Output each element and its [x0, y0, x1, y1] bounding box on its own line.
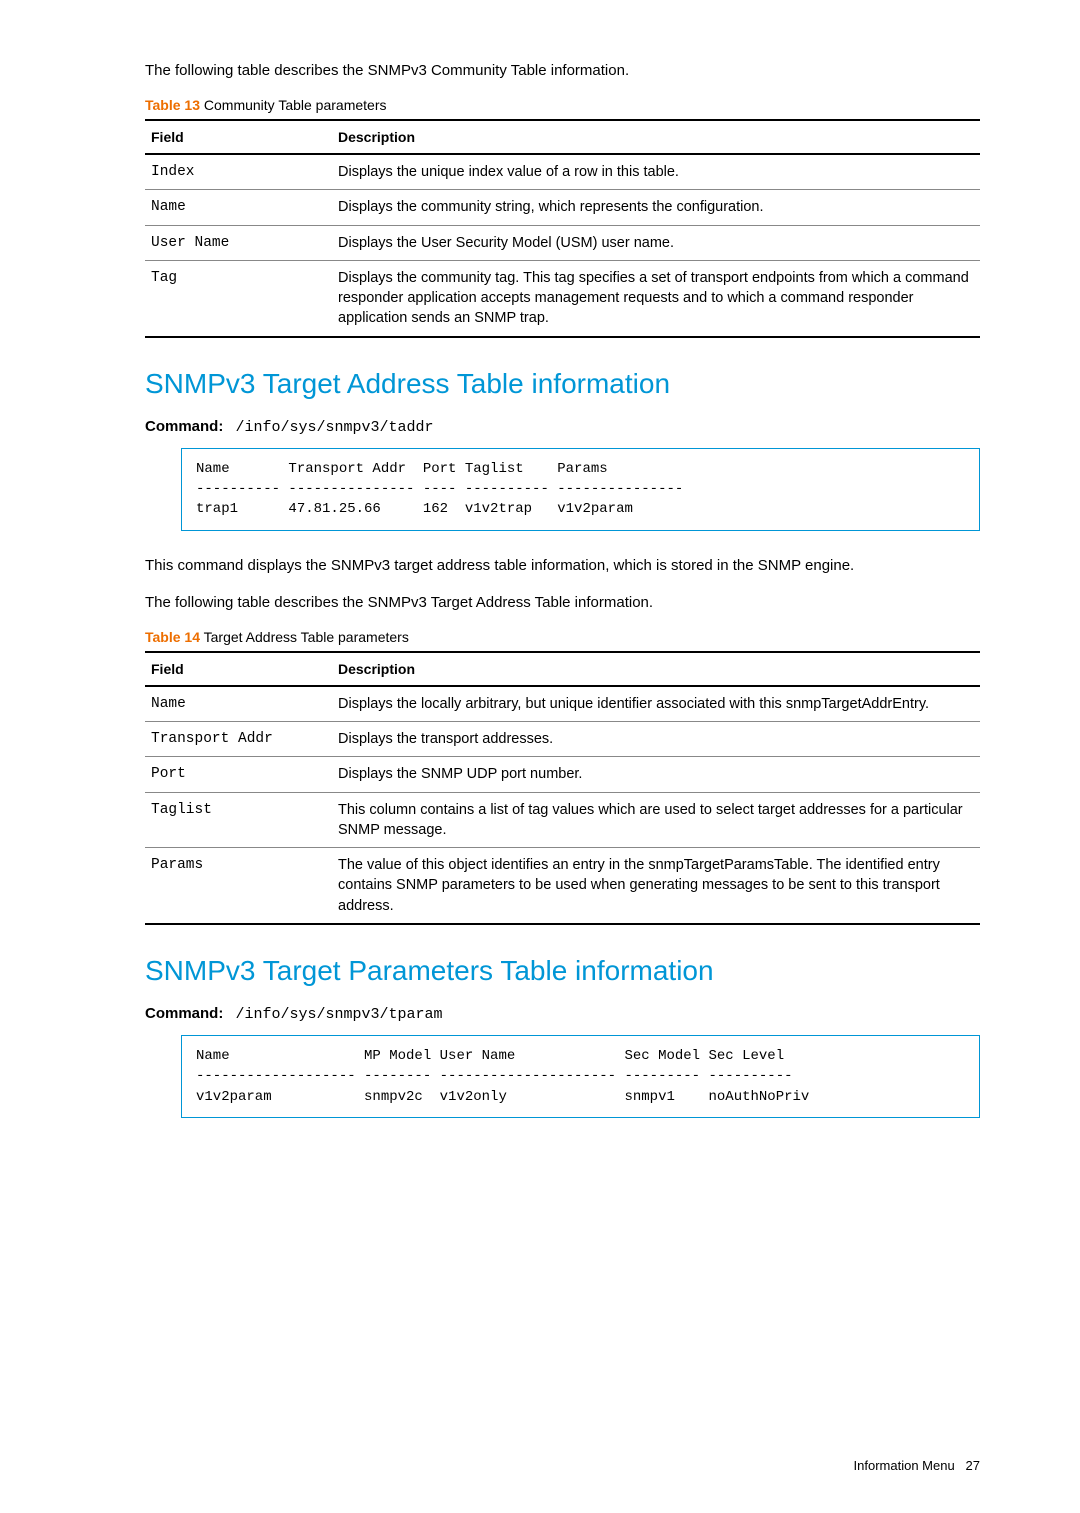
- table-14-title: Target Address Table parameters: [204, 629, 409, 645]
- table-13-caption: Table 13 Community Table parameters: [145, 97, 980, 113]
- table-row: Params The value of this object identifi…: [145, 848, 980, 924]
- table-row: Tag Displays the community tag. This tag…: [145, 260, 980, 336]
- desc-cell: Displays the transport addresses.: [332, 721, 980, 756]
- table-14-number: Table 14: [145, 629, 200, 645]
- after-text-1: This command displays the SNMPv3 target …: [145, 555, 980, 576]
- desc-cell: Displays the SNMP UDP port number.: [332, 757, 980, 792]
- command-path: /info/sys/snmpv3/taddr: [236, 419, 434, 436]
- table-header-row: Field Description: [145, 120, 980, 154]
- desc-cell: The value of this object identifies an e…: [332, 848, 980, 924]
- output-box-tparam: Name MP Model User Name Sec Model Sec Le…: [181, 1035, 980, 1118]
- col-field: Field: [145, 120, 332, 154]
- table-row: Transport Addr Displays the transport ad…: [145, 721, 980, 756]
- table-row: Name Displays the community string, whic…: [145, 190, 980, 225]
- desc-cell: Displays the community tag. This tag spe…: [332, 260, 980, 336]
- footer-page-number: 27: [966, 1458, 980, 1473]
- command-path: /info/sys/snmpv3/tparam: [236, 1006, 443, 1023]
- table-row: Name Displays the locally arbitrary, but…: [145, 686, 980, 722]
- table-13-number: Table 13: [145, 97, 200, 113]
- desc-cell: Displays the community string, which rep…: [332, 190, 980, 225]
- field-cell: Name: [145, 190, 332, 225]
- table-13-title: Community Table parameters: [204, 97, 387, 113]
- intro-paragraph-1: The following table describes the SNMPv3…: [145, 60, 980, 81]
- command-label: Command:: [145, 1005, 223, 1022]
- target-address-table: Field Description Name Displays the loca…: [145, 651, 980, 925]
- after-text-2: The following table describes the SNMPv3…: [145, 592, 980, 613]
- field-cell: Params: [145, 848, 332, 924]
- table-row: Taglist This column contains a list of t…: [145, 792, 980, 848]
- table-row: Port Displays the SNMP UDP port number.: [145, 757, 980, 792]
- command-line-taddr: Command: /info/sys/snmpv3/taddr: [145, 418, 980, 436]
- command-line-tparam: Command: /info/sys/snmpv3/tparam: [145, 1005, 980, 1023]
- field-cell: Name: [145, 686, 332, 722]
- table-14-caption: Table 14 Target Address Table parameters: [145, 629, 980, 645]
- page-footer: Information Menu 27: [145, 1458, 980, 1473]
- section-heading-tparam: SNMPv3 Target Parameters Table informati…: [145, 955, 980, 987]
- output-box-taddr: Name Transport Addr Port Taglist Params …: [181, 448, 980, 531]
- field-cell: Index: [145, 154, 332, 190]
- table-row: Index Displays the unique index value of…: [145, 154, 980, 190]
- command-label: Command:: [145, 418, 223, 435]
- field-cell: Port: [145, 757, 332, 792]
- col-description: Description: [332, 652, 980, 686]
- document-page: The following table describes the SNMPv3…: [0, 0, 1080, 1513]
- desc-cell: Displays the unique index value of a row…: [332, 154, 980, 190]
- community-table: Field Description Index Displays the uni…: [145, 119, 980, 338]
- footer-label: Information Menu: [854, 1458, 955, 1473]
- field-cell: User Name: [145, 225, 332, 260]
- desc-cell: Displays the locally arbitrary, but uniq…: [332, 686, 980, 722]
- table-row: User Name Displays the User Security Mod…: [145, 225, 980, 260]
- col-description: Description: [332, 120, 980, 154]
- section-heading-taddr: SNMPv3 Target Address Table information: [145, 368, 980, 400]
- field-cell: Taglist: [145, 792, 332, 848]
- col-field: Field: [145, 652, 332, 686]
- table-header-row: Field Description: [145, 652, 980, 686]
- field-cell: Tag: [145, 260, 332, 336]
- field-cell: Transport Addr: [145, 721, 332, 756]
- desc-cell: This column contains a list of tag value…: [332, 792, 980, 848]
- desc-cell: Displays the User Security Model (USM) u…: [332, 225, 980, 260]
